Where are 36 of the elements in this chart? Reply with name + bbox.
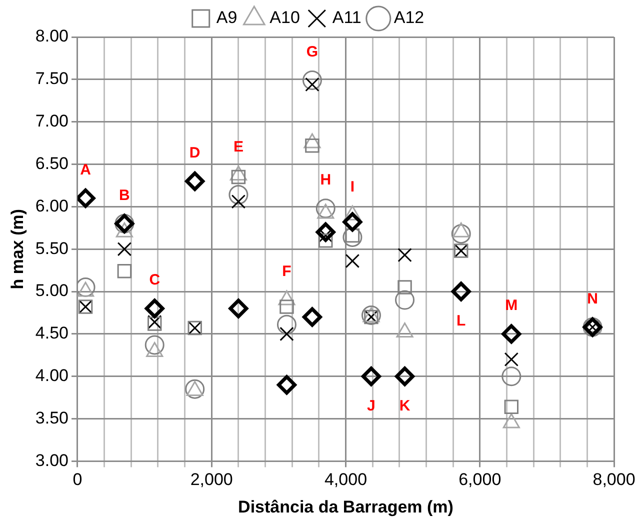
legend-label: A12 bbox=[394, 8, 424, 28]
annotation: A bbox=[80, 161, 92, 178]
y-tick-label: 3.00 bbox=[35, 450, 68, 470]
y-tick-label: 6.00 bbox=[35, 196, 68, 216]
y-axis-title: h max (m) bbox=[8, 208, 27, 290]
x-axis-title: Distância da Barragem (m) bbox=[238, 497, 454, 516]
y-tick-label: 7.00 bbox=[35, 112, 68, 131]
legend-label: A10 bbox=[270, 8, 300, 28]
x-tick-label: 2,000 bbox=[190, 470, 233, 490]
legend-label: A9 bbox=[216, 8, 238, 28]
annotation: M bbox=[505, 297, 518, 314]
annotation: N bbox=[587, 290, 598, 308]
annotation: D bbox=[189, 144, 200, 162]
y-tick-label: 4.00 bbox=[35, 366, 68, 386]
annotation: L bbox=[456, 312, 466, 330]
annotation: J bbox=[367, 398, 376, 414]
y-tick-label: 8.00 bbox=[35, 26, 68, 46]
y-tick-label: 3.50 bbox=[35, 408, 68, 428]
x-tick-label: 0 bbox=[72, 470, 82, 490]
annotation: C bbox=[149, 272, 160, 289]
legend-label: A11 bbox=[332, 8, 362, 28]
annotation: I bbox=[350, 178, 355, 196]
x-tick-label: 4,000 bbox=[324, 470, 368, 490]
annotation: B bbox=[119, 186, 130, 204]
y-tick-label: 4.50 bbox=[35, 324, 68, 343]
x-tick-label: 8,000 bbox=[592, 470, 636, 490]
annotation: G bbox=[306, 43, 318, 60]
annotation: E bbox=[233, 138, 244, 156]
annotation: K bbox=[399, 398, 410, 414]
x-tick-label: 6,000 bbox=[458, 470, 502, 490]
annotation: H bbox=[320, 172, 332, 189]
y-tick-label: 7.50 bbox=[35, 69, 68, 88]
annotation: F bbox=[282, 263, 292, 280]
y-tick-label: 6.50 bbox=[35, 154, 68, 173]
y-tick-label: 5.00 bbox=[35, 281, 68, 300]
y-tick-label: 5.50 bbox=[35, 238, 68, 258]
